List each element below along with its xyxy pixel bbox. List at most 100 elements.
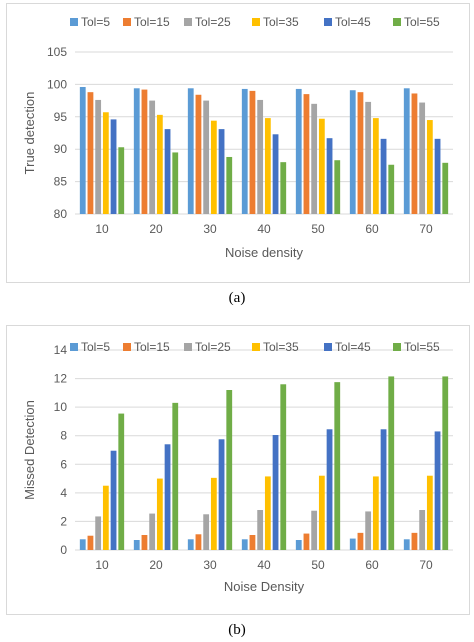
bar bbox=[272, 435, 279, 550]
bar bbox=[334, 160, 341, 214]
bar bbox=[118, 147, 125, 214]
bar bbox=[326, 429, 333, 550]
x-tick-label: 20 bbox=[149, 222, 163, 236]
legend-label-2: Tol=15 bbox=[134, 15, 170, 29]
y-tick-label: 14 bbox=[54, 343, 68, 357]
legend-label-5: Tol=45 bbox=[335, 340, 371, 354]
legend-swatch-3 bbox=[184, 18, 192, 26]
bar bbox=[295, 540, 302, 550]
x-tick-label: 60 bbox=[365, 558, 379, 572]
x-axis-title: Noise density bbox=[225, 245, 304, 260]
chart-a: 80 85 90 95 100 105 Tol=5 Tol=15 Tol=25 Tol=35 Tol… bbox=[22, 15, 453, 260]
bar bbox=[241, 88, 248, 214]
y-tick-label: 6 bbox=[60, 457, 67, 471]
bar bbox=[280, 384, 287, 550]
x-tick-label: 40 bbox=[257, 222, 271, 236]
bar bbox=[249, 535, 256, 550]
x-tick-label: 60 bbox=[365, 222, 379, 236]
x-tick-label: 50 bbox=[311, 222, 325, 236]
bar bbox=[403, 539, 410, 550]
bar bbox=[264, 476, 271, 550]
bar bbox=[372, 476, 379, 550]
chart-a-frame: 80 85 90 95 100 105 Tol=5 Tol=15 Tol=25 Tol=35 Tol… bbox=[6, 3, 470, 283]
bar bbox=[110, 119, 117, 214]
legend-swatch-6 bbox=[393, 343, 401, 351]
bar bbox=[249, 90, 256, 214]
bar bbox=[218, 129, 225, 214]
bar bbox=[203, 100, 210, 214]
bar bbox=[388, 376, 395, 550]
bar bbox=[156, 114, 163, 214]
bar bbox=[141, 535, 148, 550]
y-tick-label: 90 bbox=[54, 142, 68, 156]
y-tick-label: 4 bbox=[60, 486, 67, 500]
bar bbox=[102, 112, 109, 214]
bar bbox=[303, 533, 310, 550]
y-tick-label: 80 bbox=[54, 207, 68, 221]
bar bbox=[195, 94, 202, 214]
bar bbox=[365, 101, 372, 214]
y-axis-title: True detection bbox=[22, 92, 37, 175]
legend-label-4: Tol=35 bbox=[263, 340, 299, 354]
x-tick-label: 40 bbox=[257, 558, 271, 572]
bar bbox=[365, 511, 372, 550]
x-tick-label: 70 bbox=[419, 222, 433, 236]
bar bbox=[118, 413, 125, 550]
bar bbox=[172, 152, 179, 214]
x-tick-label: 10 bbox=[95, 558, 109, 572]
bar bbox=[156, 478, 163, 550]
bar bbox=[95, 99, 102, 214]
chart-b: 0 2 4 6 8 10 12 14 Tol=5 Tol=15 Tol=25 Tol=35 Tol=45… bbox=[22, 340, 453, 594]
bar bbox=[349, 538, 356, 550]
x-tick-label: 70 bbox=[419, 558, 433, 572]
bar bbox=[357, 92, 364, 214]
bar bbox=[218, 439, 225, 550]
bar bbox=[102, 485, 109, 550]
bar bbox=[203, 514, 210, 550]
bar bbox=[79, 86, 86, 214]
bar bbox=[79, 539, 86, 550]
bar bbox=[318, 475, 325, 550]
legend-swatch-4 bbox=[252, 343, 260, 351]
bar bbox=[187, 539, 194, 550]
legend-label-2: Tol=15 bbox=[134, 340, 170, 354]
bar bbox=[226, 390, 233, 550]
x-tick-label: 10 bbox=[95, 222, 109, 236]
bar bbox=[133, 540, 140, 550]
legend-label-6: Tol=55 bbox=[404, 15, 440, 29]
bar bbox=[241, 539, 248, 550]
bar bbox=[210, 120, 217, 214]
bar bbox=[272, 134, 279, 214]
bar bbox=[411, 93, 418, 214]
y-tick-label: 105 bbox=[47, 45, 67, 59]
bar bbox=[226, 156, 233, 214]
legend-label-1: Tol=5 bbox=[81, 340, 110, 354]
legend-label-5: Tol=45 bbox=[335, 15, 371, 29]
bar bbox=[164, 444, 171, 550]
legend-swatch-2 bbox=[123, 18, 131, 26]
y-tick-label: 85 bbox=[54, 175, 68, 189]
bar bbox=[434, 138, 441, 214]
legend-swatch-1 bbox=[70, 18, 78, 26]
y-tick-label: 10 bbox=[54, 400, 68, 414]
caption-b: (b) bbox=[228, 622, 246, 638]
bar bbox=[357, 532, 364, 550]
bar bbox=[149, 100, 156, 214]
bar bbox=[334, 382, 341, 550]
bar bbox=[110, 450, 117, 550]
y-tick-label: 8 bbox=[60, 429, 67, 443]
legend-swatch-2 bbox=[123, 343, 131, 351]
legend-label-6: Tol=55 bbox=[404, 340, 440, 354]
bar bbox=[419, 102, 426, 214]
bar bbox=[303, 94, 310, 214]
caption-a: (a) bbox=[228, 290, 246, 306]
bar bbox=[442, 376, 449, 550]
x-axis-title: Noise Density bbox=[224, 579, 305, 594]
bar bbox=[426, 120, 433, 214]
bar bbox=[419, 510, 426, 550]
bar bbox=[257, 99, 264, 214]
legend-swatch-5 bbox=[324, 18, 332, 26]
legend-swatch-6 bbox=[393, 18, 401, 26]
bar bbox=[372, 118, 379, 214]
bar bbox=[210, 477, 217, 550]
